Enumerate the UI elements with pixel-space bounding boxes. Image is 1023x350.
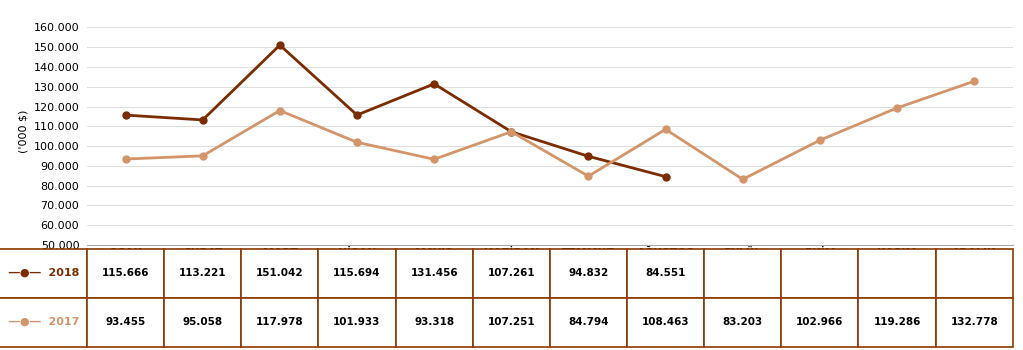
2017: [428, 157, 440, 161]
2017: [813, 138, 826, 142]
2017: [737, 177, 749, 181]
2018: [505, 130, 518, 134]
2018: [120, 113, 132, 117]
2018: [196, 118, 209, 122]
2018: [582, 154, 594, 159]
2018: [660, 175, 672, 179]
Line: 2017: 2017: [122, 78, 978, 183]
2017: [968, 79, 980, 83]
2018: [351, 113, 363, 117]
Line: 2018: 2018: [122, 42, 669, 180]
2017: [660, 127, 672, 132]
2017: [120, 157, 132, 161]
2017: [351, 140, 363, 144]
2018: [274, 43, 286, 47]
2017: [505, 130, 518, 134]
2017: [582, 174, 594, 178]
2017: [274, 108, 286, 113]
2017: [891, 106, 903, 110]
2017: [196, 154, 209, 158]
2018: [428, 82, 440, 86]
Y-axis label: ('000 $): ('000 $): [18, 110, 28, 153]
